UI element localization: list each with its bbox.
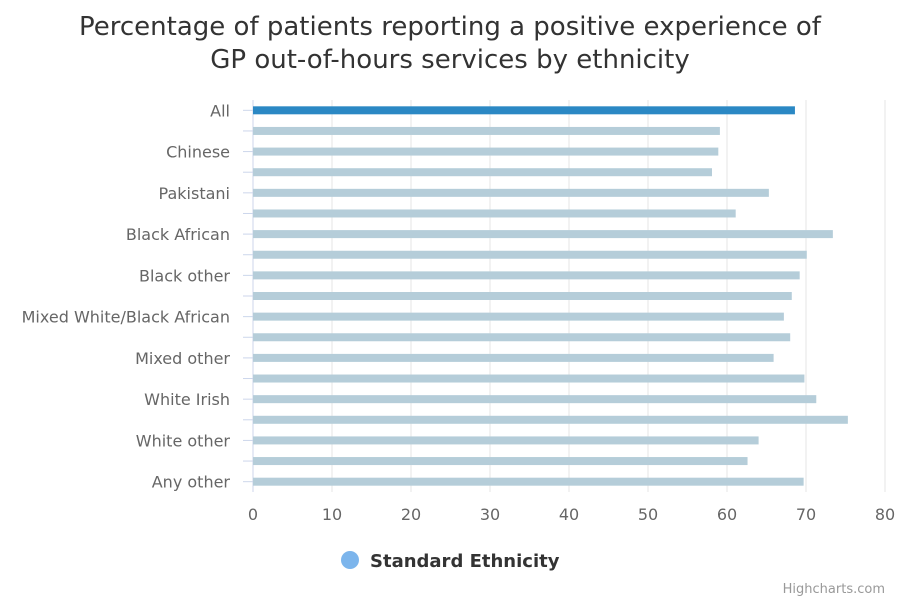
bar[interactable]	[253, 292, 792, 300]
bar[interactable]	[253, 271, 800, 280]
bar[interactable]	[253, 395, 817, 404]
x-tick-label: 10	[322, 505, 342, 524]
credits-link[interactable]: Highcharts.com	[783, 582, 885, 597]
bar[interactable]	[253, 333, 791, 342]
category-label: White other	[136, 431, 231, 450]
legend-marker[interactable]	[341, 551, 359, 569]
bar[interactable]	[253, 415, 848, 424]
bar[interactable]	[253, 230, 833, 239]
category-label: Black African	[126, 225, 230, 244]
category-label: Black other	[139, 266, 230, 285]
bar[interactable]	[253, 250, 807, 259]
bar[interactable]	[253, 106, 795, 115]
legend[interactable]: Standard Ethnicity	[341, 551, 560, 572]
bar[interactable]	[253, 457, 748, 466]
category-label: Mixed other	[135, 349, 230, 368]
bar[interactable]	[253, 436, 759, 445]
bar[interactable]	[253, 353, 774, 362]
category-label: Mixed White/Black African	[22, 308, 230, 327]
x-tick-label: 0	[248, 505, 258, 524]
bar[interactable]	[253, 374, 805, 383]
bars	[253, 106, 848, 486]
category-labels: All Chinese Pakistani Black African Black ot…	[22, 101, 231, 491]
chart-title-line-1: Percentage of patients reporting a posit…	[79, 12, 822, 42]
x-tick-label: 60	[717, 505, 737, 524]
bar[interactable]	[253, 168, 712, 177]
x-tick-label: 50	[638, 505, 658, 524]
category-label: White Irish	[144, 390, 230, 409]
bar[interactable]	[253, 147, 719, 156]
x-tick-label: 20	[401, 505, 421, 524]
x-tick-label: 30	[480, 505, 500, 524]
x-tick-label: 70	[796, 505, 816, 524]
category-label: Pakistani	[159, 184, 230, 203]
category-axis	[243, 100, 254, 492]
bar[interactable]	[253, 312, 784, 321]
bar[interactable]	[253, 477, 804, 486]
chart-title-line-2: GP out-of-hours services by ethnicity	[210, 45, 690, 75]
legend-label[interactable]: Standard Ethnicity	[370, 551, 560, 572]
x-tick-label: 40	[559, 505, 579, 524]
x-tick-label: 80	[875, 505, 895, 524]
value-axis-labels: 0 10 20 30 40 50 60 70 80	[248, 505, 895, 524]
bar[interactable]	[253, 209, 736, 218]
bar[interactable]	[253, 126, 720, 135]
category-label: Chinese	[166, 143, 230, 162]
bar[interactable]	[253, 188, 769, 197]
category-label: All	[210, 101, 230, 120]
category-label: Any other	[152, 473, 231, 492]
